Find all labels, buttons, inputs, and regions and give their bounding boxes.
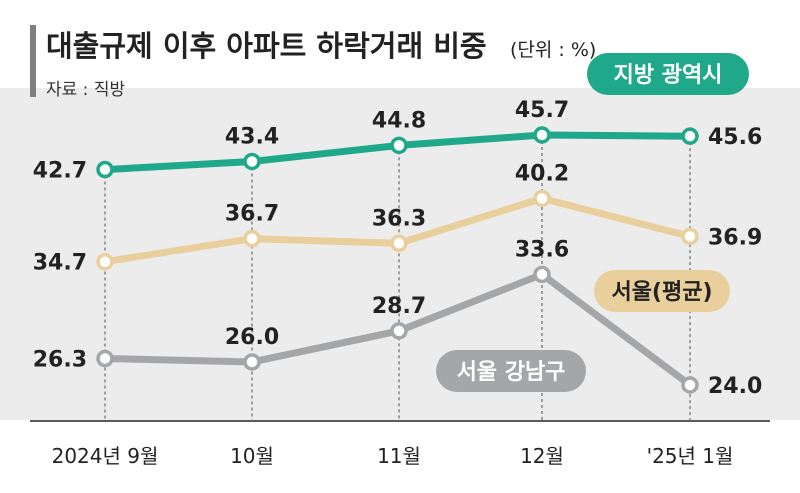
source-label: 자료 : 직방 <box>46 80 125 100</box>
value-label-s3-3: 28.7 <box>372 294 426 319</box>
chart-title: 대출규제 이후 아파트 하락거래 비중 <box>46 29 487 63</box>
data-point-s1-3 <box>390 136 408 155</box>
data-point-s3-5 <box>681 376 699 394</box>
data-point-s2-5 <box>681 227 699 246</box>
value-label-s1-3: 44.8 <box>372 108 426 133</box>
data-point-s2-1 <box>96 252 114 271</box>
x-tick-label-3: 11월 <box>377 444 421 468</box>
value-label-s2-3: 36.3 <box>372 206 426 231</box>
value-label-s3-2: 26.0 <box>225 325 279 350</box>
series-label-pill-2 <box>594 270 730 312</box>
value-labels: 42.7 43.4 44.8 45.7 45.6 34.7 36.7 36.3 40.2 36.9… <box>33 98 763 399</box>
x-tick-label-1: 2024년 9월 <box>52 444 159 468</box>
value-label-s1-1: 42.7 <box>33 159 87 184</box>
title-accent-bar <box>30 25 36 97</box>
value-label-s1-2: 43.4 <box>225 124 279 149</box>
x-tick-label-2: 10월 <box>230 444 274 468</box>
x-tick-label-5: '25년 1월 <box>647 444 734 468</box>
data-point-s3-4 <box>533 265 551 284</box>
x-tick-labels: 2024년 9월 10월 11월 12월 '25년 1월 <box>52 444 734 468</box>
data-point-s1-2 <box>243 152 261 171</box>
value-label-s1-4: 45.7 <box>515 98 569 123</box>
data-point-s2-2 <box>243 229 261 248</box>
data-point-s1-4 <box>533 126 551 144</box>
series-label-1: 지방 광역시 <box>614 63 723 88</box>
value-label-s1-5: 45.6 <box>708 125 762 150</box>
series-label-2: 서울(평균) <box>611 280 712 305</box>
series-label-pill-1 <box>587 53 749 95</box>
value-label-s3-5: 24.0 <box>708 374 762 399</box>
value-label-s2-2: 36.7 <box>225 202 279 227</box>
series-points <box>96 126 699 394</box>
value-label-s3-1: 26.3 <box>33 348 87 373</box>
data-point-s2-3 <box>390 234 408 253</box>
series-label-pill-3 <box>436 350 586 392</box>
unit-label: (단위 : %) <box>510 39 596 61</box>
vertical-guides <box>104 135 691 421</box>
value-label-s3-4: 33.6 <box>515 237 569 262</box>
x-tick-label-4: 12월 <box>520 444 564 468</box>
data-point-s3-1 <box>96 349 114 368</box>
data-point-s3-2 <box>243 353 261 371</box>
value-label-s2-4: 40.2 <box>515 161 569 186</box>
value-label-s2-5: 36.9 <box>708 225 762 250</box>
data-point-s1-5 <box>681 127 699 145</box>
series-label-3: 서울 강남구 <box>457 360 566 385</box>
data-point-s3-3 <box>390 322 408 340</box>
data-point-s2-4 <box>533 189 551 208</box>
value-label-s2-1: 34.7 <box>33 251 87 276</box>
data-point-s1-1 <box>96 160 114 179</box>
